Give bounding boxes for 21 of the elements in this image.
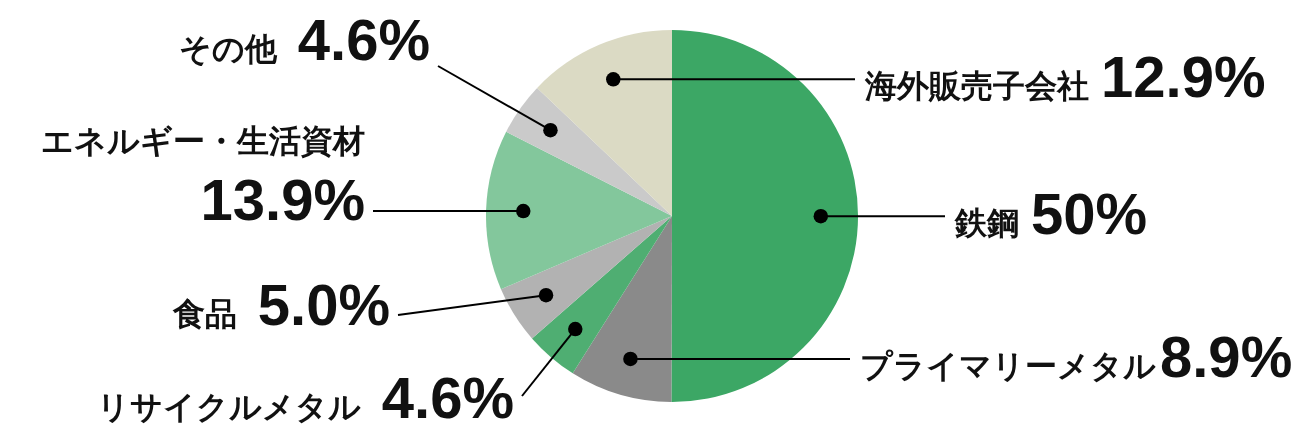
slice-label: リサイクルメタル [96, 388, 361, 426]
slice-label: プライマリーメタル [860, 346, 1156, 385]
data-label: 13.9% [200, 167, 365, 232]
slice-label: 海外販売子会社 [864, 67, 1089, 106]
data-label: 4.6% [297, 7, 430, 72]
data-label: 4.6% [381, 365, 514, 430]
pie-slice [537, 30, 672, 216]
pie-slice [506, 87, 672, 216]
slice-label: 鉄鋼 [954, 204, 1019, 243]
slice-label: 食品 [171, 295, 237, 333]
data-label: 5.0% [257, 272, 390, 337]
data-label: 12.9% [1101, 44, 1266, 110]
data-label: 50% [1031, 181, 1148, 247]
pie-slice [531, 216, 672, 374]
pie-slice [572, 216, 672, 402]
pie-slice [500, 216, 672, 339]
pie-slice [671, 30, 858, 402]
data-label: 8.9% [1160, 323, 1293, 389]
slice-label: エネルギー・生活資材 [41, 122, 365, 160]
pie-slice [486, 131, 672, 290]
slice-label: その他 [178, 30, 278, 68]
